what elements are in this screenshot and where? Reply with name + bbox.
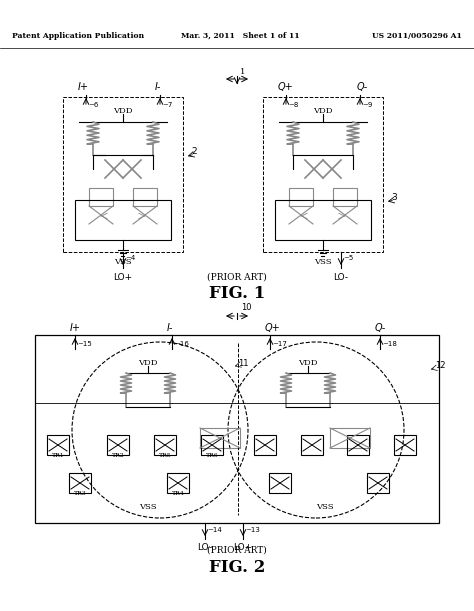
Text: (PRIOR ART): (PRIOR ART) bbox=[207, 273, 267, 282]
Text: ~6: ~6 bbox=[88, 102, 99, 108]
Text: Q+: Q+ bbox=[278, 82, 294, 92]
Text: 10: 10 bbox=[241, 304, 252, 312]
Text: I+: I+ bbox=[70, 323, 81, 333]
Text: TR2: TR2 bbox=[111, 453, 124, 458]
Text: LO-: LO- bbox=[198, 544, 212, 552]
Bar bbox=[201, 435, 223, 455]
Bar bbox=[75, 200, 171, 240]
Text: ~17: ~17 bbox=[272, 341, 287, 347]
Text: Patent Application Publication: Patent Application Publication bbox=[12, 32, 144, 40]
Text: ~15: ~15 bbox=[77, 341, 92, 347]
Bar bbox=[69, 473, 91, 493]
Text: I-: I- bbox=[167, 323, 173, 333]
Bar bbox=[289, 188, 313, 206]
Bar bbox=[200, 428, 240, 448]
Bar bbox=[263, 97, 383, 252]
Text: (PRIOR ART): (PRIOR ART) bbox=[207, 546, 267, 555]
Bar bbox=[167, 473, 189, 493]
Bar bbox=[347, 435, 369, 455]
Text: Mar. 3, 2011   Sheet 1 of 11: Mar. 3, 2011 Sheet 1 of 11 bbox=[181, 32, 299, 40]
Text: ~9: ~9 bbox=[362, 102, 373, 108]
Text: ~14: ~14 bbox=[207, 527, 222, 533]
Text: VDD: VDD bbox=[313, 107, 333, 115]
Text: TR4: TR4 bbox=[172, 491, 184, 496]
Bar bbox=[47, 435, 69, 455]
Text: LO-: LO- bbox=[333, 273, 348, 282]
Text: 2: 2 bbox=[191, 147, 197, 156]
Bar bbox=[394, 435, 416, 455]
Text: VDD: VDD bbox=[138, 359, 158, 367]
Bar bbox=[330, 428, 370, 448]
Text: TR1: TR1 bbox=[52, 453, 64, 458]
Bar bbox=[301, 435, 323, 455]
Text: I+: I+ bbox=[78, 82, 89, 92]
Text: TR6: TR6 bbox=[206, 453, 219, 458]
Text: VSS: VSS bbox=[139, 503, 157, 511]
Text: ~13: ~13 bbox=[245, 527, 260, 533]
Text: 1: 1 bbox=[240, 68, 246, 76]
Bar bbox=[254, 435, 276, 455]
Text: VSS: VSS bbox=[314, 258, 332, 266]
Bar bbox=[89, 188, 113, 206]
Text: VDD: VDD bbox=[298, 359, 318, 367]
Text: Q-: Q- bbox=[375, 323, 386, 333]
Text: LO+: LO+ bbox=[113, 273, 133, 282]
Bar bbox=[154, 435, 176, 455]
Text: Q+: Q+ bbox=[265, 323, 281, 333]
Bar bbox=[35, 335, 439, 523]
Text: VSS: VSS bbox=[114, 258, 132, 266]
Bar bbox=[133, 188, 157, 206]
Text: ~4: ~4 bbox=[125, 255, 135, 261]
Text: ~5: ~5 bbox=[343, 255, 353, 261]
Bar bbox=[367, 473, 389, 493]
Text: Q-: Q- bbox=[357, 82, 368, 92]
Text: US 2011/0050296 A1: US 2011/0050296 A1 bbox=[372, 32, 462, 40]
Bar bbox=[269, 473, 291, 493]
Bar bbox=[63, 97, 183, 252]
Text: FIG. 1: FIG. 1 bbox=[209, 285, 265, 301]
Text: LO+: LO+ bbox=[233, 544, 253, 552]
Bar bbox=[107, 435, 129, 455]
Text: 12: 12 bbox=[435, 360, 446, 370]
Text: ~16: ~16 bbox=[174, 341, 189, 347]
Text: ~8: ~8 bbox=[288, 102, 298, 108]
Text: VSS: VSS bbox=[316, 503, 334, 511]
Bar bbox=[275, 200, 371, 240]
Text: VDD: VDD bbox=[113, 107, 133, 115]
Bar bbox=[333, 188, 357, 206]
Text: 11: 11 bbox=[238, 359, 248, 367]
Text: FIG. 2: FIG. 2 bbox=[209, 558, 265, 576]
Text: TR5: TR5 bbox=[159, 453, 172, 458]
Text: ~18: ~18 bbox=[382, 341, 397, 347]
Text: I-: I- bbox=[155, 82, 161, 92]
Text: ~7: ~7 bbox=[162, 102, 173, 108]
Text: 3: 3 bbox=[391, 192, 397, 202]
Text: TR3: TR3 bbox=[73, 491, 86, 496]
